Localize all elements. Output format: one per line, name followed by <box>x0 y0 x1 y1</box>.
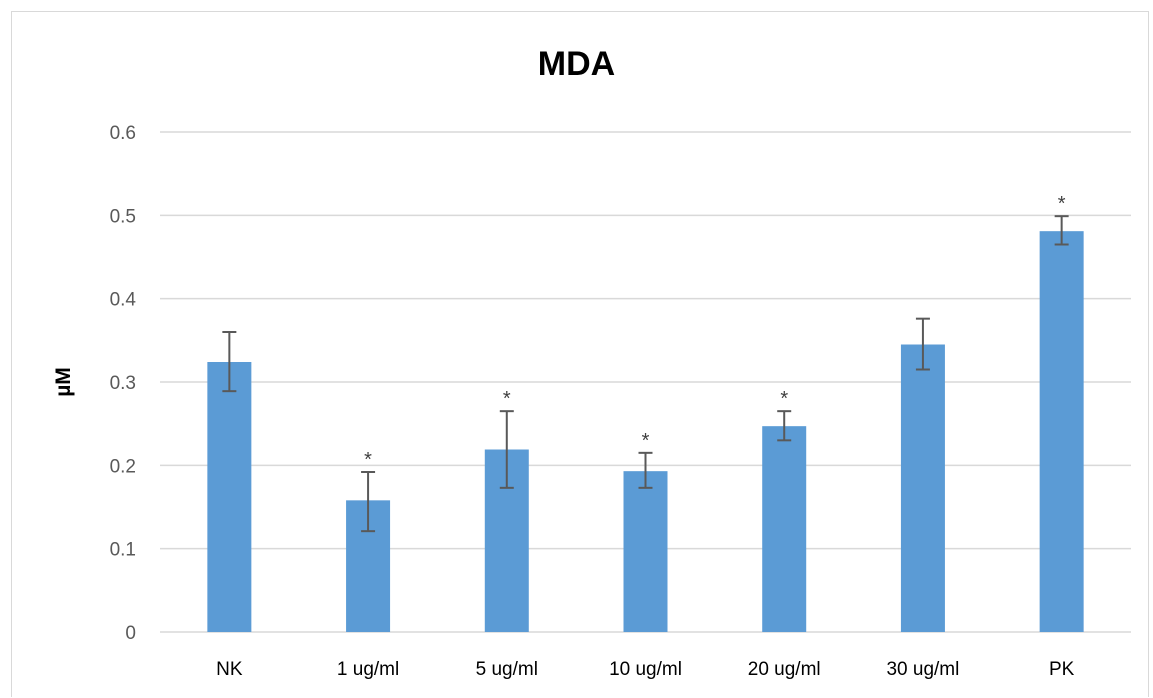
y-tick-label: 0.2 <box>110 456 136 477</box>
bar <box>623 471 668 632</box>
significance-mark: * <box>1058 193 1066 215</box>
error-bar <box>499 410 514 489</box>
x-tick-label: PK <box>1049 659 1075 680</box>
chart-frame <box>11 11 1149 697</box>
significance-mark: * <box>364 449 372 471</box>
error-bar <box>361 471 376 533</box>
y-tick-label: 0.3 <box>110 373 136 394</box>
error-bar <box>222 331 237 393</box>
significance-mark: * <box>642 430 650 452</box>
error-bar <box>638 451 653 489</box>
x-tick-label: 30 ug/ml <box>886 659 959 680</box>
chart-title: MDA <box>537 45 616 83</box>
x-tick-label: 1 ug/ml <box>337 659 399 680</box>
bars <box>207 231 1084 632</box>
x-tick-labels: NK 1 ug/ml 5 ug/ml 10 ug/ml 20 ug/ml 30 ug/ml… <box>216 659 1074 680</box>
bar <box>207 362 252 632</box>
bar <box>1039 231 1084 632</box>
bar <box>900 344 945 632</box>
error-bar <box>777 410 792 442</box>
significance-marks: * * * * * <box>364 193 1066 471</box>
x-tick-label: 10 ug/ml <box>609 659 682 680</box>
error-bar <box>915 317 930 371</box>
error-bar <box>1054 215 1069 246</box>
y-tick-labels: 0 0.1 0.2 0.3 0.4 0.5 0.6 <box>110 123 137 644</box>
bar <box>762 426 807 632</box>
y-tick-label: 0 <box>125 623 136 644</box>
x-tick-label: 5 ug/ml <box>476 659 538 680</box>
y-tick-label: 0.6 <box>110 123 136 144</box>
significance-mark: * <box>503 388 511 410</box>
y-tick-label: 0.4 <box>110 290 137 311</box>
significance-mark: * <box>780 388 788 410</box>
x-tick-label: NK <box>216 659 243 680</box>
x-tick-label: 20 ug/ml <box>748 659 821 680</box>
error-bars <box>222 215 1069 533</box>
y-tick-label: 0.1 <box>110 540 136 561</box>
y-tick-label: 0.5 <box>110 206 136 227</box>
